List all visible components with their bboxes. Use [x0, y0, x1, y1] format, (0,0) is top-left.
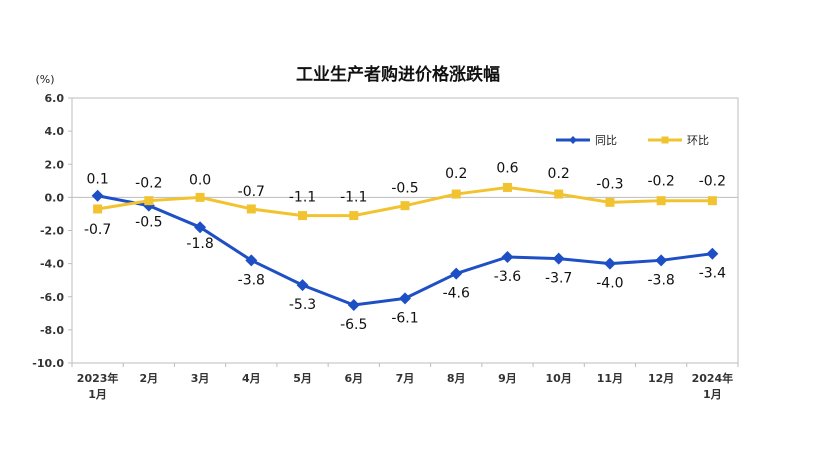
- data-label: -0.2: [647, 174, 674, 190]
- legend-item: 同比: [556, 134, 617, 147]
- x-tick-label: 12月: [648, 372, 674, 385]
- unit-label: (%): [35, 73, 54, 86]
- data-point: [450, 267, 463, 280]
- data-point: [246, 204, 256, 214]
- chart-title: 工业生产者购进价格涨跌幅: [296, 64, 500, 85]
- x-tick-label: 7月: [396, 372, 415, 385]
- x-tick-label: 4月: [242, 372, 261, 385]
- y-tick-label: -2.0: [40, 225, 64, 238]
- data-label: -5.3: [289, 297, 316, 313]
- x-tick-label: 2023年: [77, 371, 119, 385]
- x-tick-label: 6月: [344, 372, 363, 385]
- data-label: -3.7: [545, 271, 572, 287]
- x-tick-label: 9月: [498, 372, 517, 385]
- legend-item: 环比: [648, 134, 709, 147]
- data-label: 0.6: [496, 160, 518, 176]
- data-label: -3.4: [699, 266, 726, 282]
- data-point: [194, 221, 207, 234]
- data-point: [501, 251, 514, 263]
- data-label: -4.0: [596, 276, 623, 292]
- data-point: [296, 279, 309, 292]
- data-label: -1.8: [186, 236, 213, 252]
- data-label: -0.2: [699, 174, 726, 190]
- data-point: [502, 182, 512, 192]
- legend-marker: [661, 136, 669, 144]
- legend-label: 环比: [687, 134, 709, 147]
- y-tick-label: 0.0: [45, 191, 65, 204]
- data-point: [349, 211, 359, 221]
- data-point: [347, 299, 360, 312]
- data-point: [554, 189, 564, 199]
- data-label: -3.6: [494, 269, 521, 285]
- legend-label: 同比: [595, 134, 617, 147]
- data-point: [603, 257, 616, 270]
- data-label: 0.2: [445, 166, 467, 182]
- data-point: [298, 211, 308, 221]
- y-tick-label: -4.0: [40, 258, 64, 271]
- data-point: [605, 197, 615, 207]
- series-layer: [91, 182, 719, 312]
- y-tick-label: -10.0: [32, 357, 64, 370]
- data-point: [707, 196, 717, 206]
- data-point: [144, 196, 154, 206]
- y-tick-label: 2.0: [45, 158, 65, 171]
- data-label: -3.8: [238, 272, 265, 288]
- x-tick-label: 2024年: [692, 371, 734, 385]
- data-label: -1.1: [340, 190, 367, 206]
- series-mom: [93, 182, 717, 221]
- x-tick-label: 1月: [88, 388, 107, 401]
- data-label: -6.1: [391, 310, 418, 326]
- x-tick-label: 1月: [703, 388, 722, 401]
- data-label: -0.7: [238, 184, 265, 200]
- data-point: [399, 292, 411, 305]
- x-tick-label: 5月: [293, 372, 312, 385]
- data-label: -0.5: [135, 215, 162, 231]
- data-label: -0.7: [84, 222, 111, 238]
- legend-marker: [569, 136, 577, 144]
- data-point: [400, 201, 410, 211]
- x-tick-label: 2月: [140, 372, 159, 385]
- y-tick-label: -6.0: [40, 291, 64, 304]
- data-label: 0.0: [189, 172, 211, 188]
- data-label: -0.5: [391, 181, 418, 197]
- x-tick-label: 3月: [191, 372, 210, 385]
- data-point: [655, 254, 668, 267]
- y-tick-label: -8.0: [40, 324, 64, 337]
- data-label: 0.1: [86, 172, 108, 188]
- data-label: -0.2: [135, 176, 162, 192]
- data-point: [451, 189, 461, 199]
- data-point: [706, 247, 719, 260]
- data-point: [195, 192, 205, 202]
- data-label: -1.1: [289, 190, 316, 206]
- x-tick-label: 10月: [546, 372, 572, 385]
- data-label: -0.3: [596, 176, 623, 192]
- data-point: [552, 252, 565, 265]
- data-point: [656, 196, 666, 206]
- axes: 6.0 4.0 2.0 0.0 -2.0 -4.0 -6.0 -8.0 -10.0 2023年 1月…: [32, 92, 739, 401]
- y-tick-label: 6.0: [45, 92, 65, 105]
- data-point: [93, 204, 103, 214]
- x-tick-label: 11月: [597, 372, 623, 385]
- y-tick-label: 4.0: [45, 125, 65, 138]
- data-labels: 0.1 -0.5 -1.8 -3.8 -5.3 -6.5 -6.1 -4.6 -3.6 -3.7 -…: [84, 160, 726, 333]
- data-label: -6.5: [340, 317, 367, 333]
- data-label: 0.2: [548, 166, 570, 182]
- data-label: -3.8: [647, 272, 674, 288]
- x-tick-label: 8月: [447, 372, 466, 385]
- data-label: -4.6: [443, 286, 470, 302]
- data-point: [91, 189, 104, 202]
- data-point: [245, 254, 258, 267]
- legend: 同比 环比: [556, 134, 709, 147]
